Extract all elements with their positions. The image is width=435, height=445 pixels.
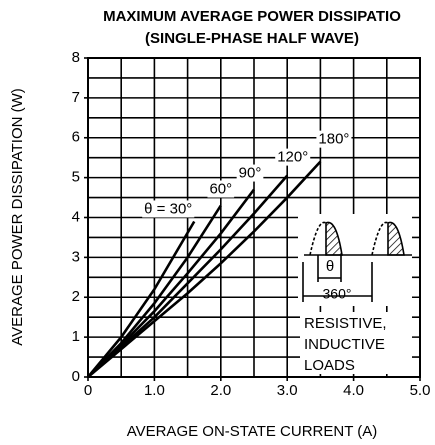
- label-background: [207, 180, 235, 198]
- series-label: 120°: [277, 149, 308, 166]
- y-tick-label: 0: [72, 368, 80, 385]
- series-label: θ = 30°: [144, 200, 192, 217]
- x-tick-label: 2.0: [210, 382, 231, 399]
- series-label: 60°: [209, 181, 232, 198]
- y-tick-label: 5: [72, 169, 80, 186]
- y-tick-label: 2: [72, 288, 80, 305]
- load-note: INDUCTIVE: [304, 336, 385, 353]
- label-background: [236, 164, 264, 182]
- series-line: [87, 220, 196, 378]
- x-tick-label: 0: [84, 382, 92, 399]
- plot-frame: [87, 57, 421, 378]
- label-background: [142, 200, 195, 218]
- label-background: [316, 130, 352, 148]
- y-tick-label: 3: [72, 248, 80, 265]
- series-label: 90°: [239, 165, 262, 182]
- y-tick-label: 1: [72, 328, 80, 345]
- chart-title: MAXIMUM AVERAGE POWER DISSIPATIO: [103, 8, 401, 25]
- x-tick-label: 3.0: [277, 382, 298, 399]
- y-tick-label: 6: [72, 129, 80, 146]
- series-line: [87, 160, 322, 378]
- waveform-inset: [302, 221, 412, 302]
- period-label: 360°: [323, 286, 352, 302]
- chart-subtitle: (SINGLE-PHASE HALF WAVE): [145, 30, 359, 47]
- series-label: 180°: [318, 131, 349, 148]
- x-axis-label: AVERAGE ON-STATE CURRENT (A): [127, 423, 378, 440]
- x-tick-label: 5.0: [410, 382, 431, 399]
- note-background: [300, 312, 412, 374]
- y-tick-label: 8: [72, 49, 80, 66]
- y-axis-label: AVERAGE POWER DISSIPATION (W): [9, 88, 26, 346]
- series-line: [87, 174, 289, 378]
- x-tick-label: 4.0: [343, 382, 364, 399]
- y-tick-label: 4: [72, 208, 80, 225]
- y-tick-label: 7: [72, 89, 80, 106]
- theta-label: θ: [326, 258, 334, 275]
- load-note: LOADS: [304, 357, 355, 374]
- x-tick-label: 1.0: [144, 382, 165, 399]
- load-note: RESISTIVE,: [304, 315, 387, 332]
- label-background: [275, 148, 311, 166]
